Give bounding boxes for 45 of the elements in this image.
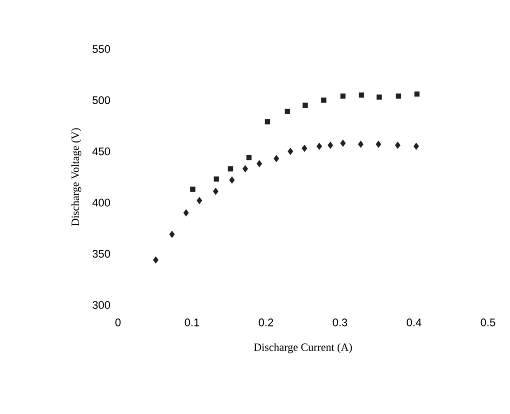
point [246,154,252,160]
y-tick-label: 400 [92,198,110,206]
point [414,91,420,97]
point [413,142,419,150]
point [394,142,400,149]
point [340,140,346,147]
point [242,165,248,172]
point [316,142,322,150]
point [169,230,175,238]
point [302,102,308,108]
point [256,160,262,168]
point [229,176,235,184]
x-axis-title: Discharge Current (A) [254,343,352,354]
point [288,148,294,155]
point [274,154,280,162]
point [214,176,220,182]
point [358,92,364,98]
x-tick-label: 0 [115,318,121,326]
point [321,98,326,103]
point [196,196,202,204]
point [376,140,382,148]
x-tick-label: 0.2 [258,318,274,326]
x-tick-label: 0.4 [406,318,422,326]
point [340,94,346,99]
point [328,142,334,149]
point [302,144,308,152]
y-axis-title: Discharge Voltage (V) [71,128,82,226]
point [183,209,189,216]
point [358,140,364,148]
y-tick-label: 450 [92,148,110,156]
y-tick-label: 500 [92,96,110,104]
x-tick-label: 0.5 [480,318,496,326]
y-tick-label: 300 [92,301,110,309]
point [284,108,290,114]
x-tick-label: 0.3 [332,318,348,326]
x-tick-label: 0.1 [184,318,200,326]
point [212,188,218,195]
point [152,256,158,264]
point [228,166,234,172]
y-tick-label: 350 [92,250,110,258]
point [376,94,382,100]
y-tick-label: 550 [92,45,110,53]
point [264,119,270,124]
point [396,94,402,99]
point [190,186,196,192]
